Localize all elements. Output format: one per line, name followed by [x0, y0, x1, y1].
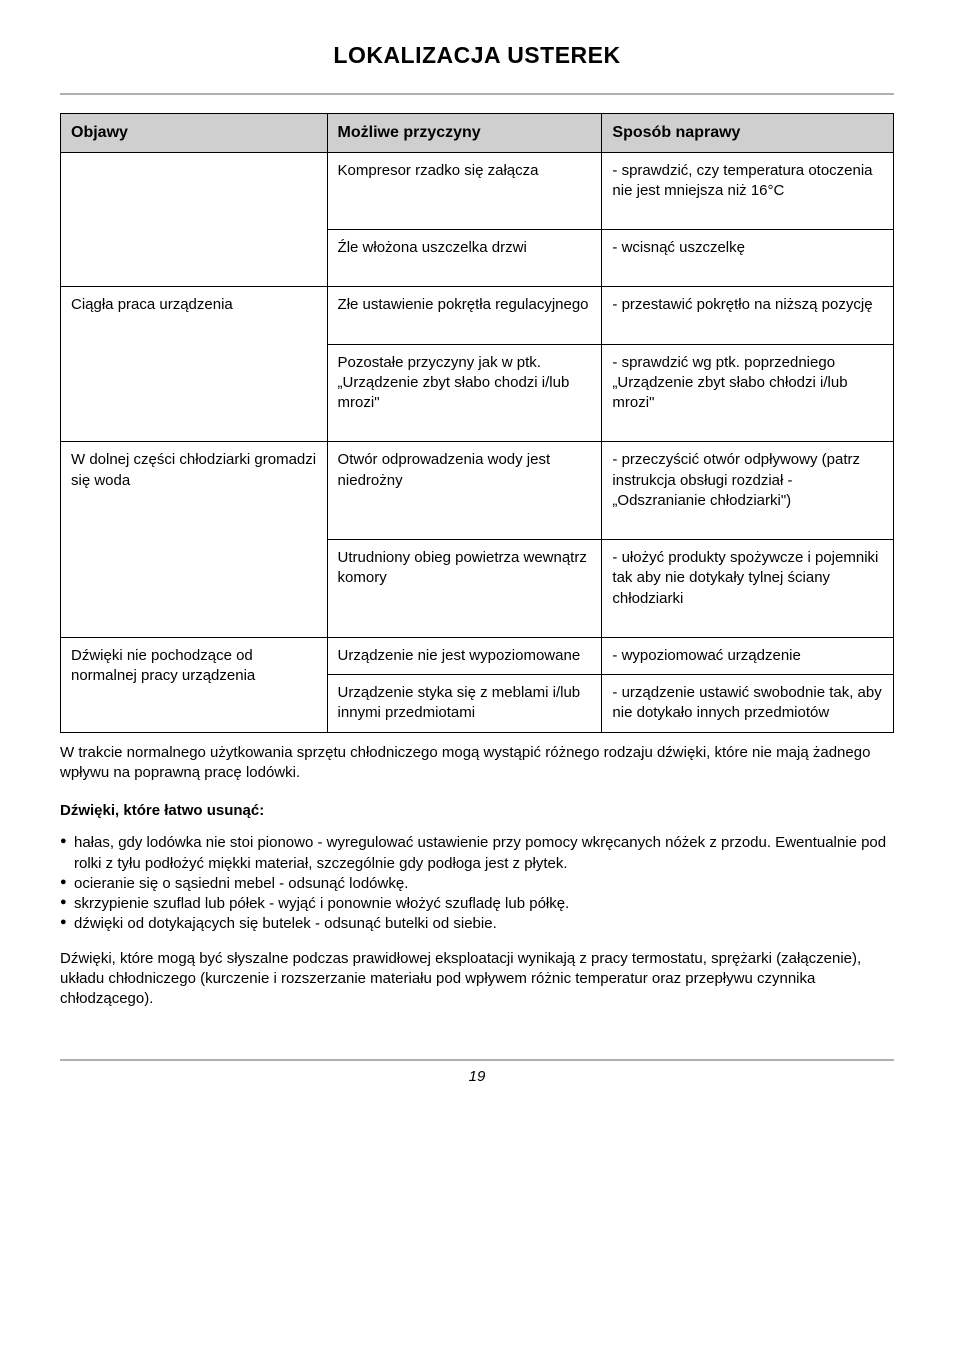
- page-title: LOKALIZACJA USTEREK: [60, 40, 894, 71]
- cell: W dolnej części chłodziarki gromadzi się…: [61, 442, 328, 638]
- cell: Pozostałe przyczyny jak w ptk. „Urządzen…: [327, 344, 602, 442]
- cell: Urządzenie nie jest wypoziomowane: [327, 637, 602, 674]
- cell: Ciągła praca urządzenia: [61, 287, 328, 442]
- paragraph: Dźwięki, które mogą być słyszalne podcza…: [60, 949, 894, 1010]
- cell: Urządzenie styka się z me­blami i/lub in…: [327, 675, 602, 733]
- col-header: Sposób naprawy: [602, 114, 894, 153]
- cell: Otwór odprowadzenia wody jest niedrożny: [327, 442, 602, 540]
- list-item: ocieranie się o sąsiedni mebel - odsunąć…: [60, 874, 894, 894]
- subheading: Dźwięki, które łatwo usunąć:: [60, 801, 894, 821]
- cell: - wcisnąć uszczelkę: [602, 230, 894, 287]
- table-row: Dźwięki nie pochodzące od normalnej prac…: [61, 637, 894, 674]
- paragraph: W trakcie normalnego użytkowania sprzętu…: [60, 743, 894, 784]
- cell: - przestawić pokrętło na niższą pozycję: [602, 287, 894, 344]
- col-header: Możliwe przyczyny: [327, 114, 602, 153]
- cell: Utrudniony obieg powietrza wewnątrz komo…: [327, 540, 602, 638]
- table-header-row: Objawy Możliwe przyczyny Sposób naprawy: [61, 114, 894, 153]
- cell: - wypoziomować urządzenie: [602, 637, 894, 674]
- cell: - przeczyścić otwór odpływo­wy (patrz in…: [602, 442, 894, 540]
- cell: - urządzenie ustawić swo­bodnie tak, aby…: [602, 675, 894, 733]
- troubleshooting-table: Objawy Możliwe przyczyny Sposób naprawy …: [60, 113, 894, 733]
- table-row: Kompresor rzadko się załącza - sprawdzić…: [61, 152, 894, 230]
- cell: Kompresor rzadko się załącza: [327, 152, 602, 230]
- list-item: dźwięki od dotykających się butelek - od…: [60, 914, 894, 934]
- cell: [61, 152, 328, 287]
- bullet-list: hałas, gdy lodówka nie stoi pionowo - wy…: [60, 833, 894, 934]
- list-item: hałas, gdy lodówka nie stoi pionowo - wy…: [60, 833, 894, 874]
- cell: - sprawdzić wg ptk. poprzed­niego „Urząd…: [602, 344, 894, 442]
- list-item: skrzypienie szuflad lub półek - wyjąć i …: [60, 894, 894, 914]
- table-row: W dolnej części chłodziarki gromadzi się…: [61, 442, 894, 540]
- divider-top: [60, 93, 894, 95]
- cell: - sprawdzić, czy temperatura otoczenia n…: [602, 152, 894, 230]
- cell: Złe ustawienie pokrętła regulacyjnego: [327, 287, 602, 344]
- divider-bottom: [60, 1059, 894, 1061]
- page-number: 19: [60, 1067, 894, 1087]
- col-header: Objawy: [61, 114, 328, 153]
- cell: Dźwięki nie pochodzące od normalnej prac…: [61, 637, 328, 732]
- cell: - ułożyć produkty spożywcze i pojemniki …: [602, 540, 894, 638]
- table-row: Ciągła praca urządzenia Złe ustawienie p…: [61, 287, 894, 344]
- cell: Źle włożona uszczelka drzwi: [327, 230, 602, 287]
